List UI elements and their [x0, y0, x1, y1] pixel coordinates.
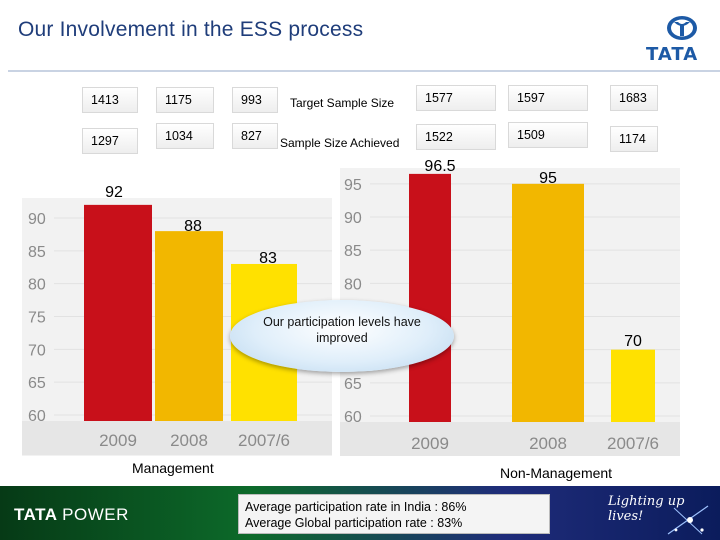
tata-logo-icon [667, 16, 697, 40]
footer-brand-tata: TATA [14, 505, 57, 524]
average-global: Average Global participation rate : 83% [245, 516, 463, 530]
target-sample-size-label: Target Sample Size [290, 96, 395, 110]
mgmt-y-tick-label: 60 [28, 408, 46, 425]
callout-line-1: Our participation levels have [263, 315, 421, 329]
mgmt-y-tick-label: 70 [28, 342, 46, 359]
header-divider [8, 70, 720, 72]
page-title: Our Involvement in the ESS process [18, 18, 364, 41]
nonmgmt-target-2007: 1683 [610, 85, 658, 111]
mgmt-target-2008: 1175 [156, 87, 214, 113]
mgmt-category-label: 2009 [99, 431, 137, 450]
sample-size-achieved-label: Sample Size Achieved [280, 136, 400, 150]
mgmt-value-label: 92 [105, 184, 123, 201]
nonmgmt-y-tick-label: 85 [344, 243, 362, 260]
mgmt-bar-2008 [155, 231, 223, 421]
callout-line-2: improved [316, 331, 368, 345]
nonmgmt-y-tick-label: 65 [344, 376, 362, 393]
mgmt-y-tick-label: 90 [28, 211, 46, 228]
mgmt-y-tick-label: 65 [28, 375, 46, 392]
nonmgmt-value-label: 95 [539, 170, 557, 187]
nonmgmt-category-label: 2009 [411, 434, 449, 453]
nonmgmt-y-tick-label: 80 [344, 276, 362, 293]
sparkle-icon [667, 505, 709, 535]
average-india: Average participation rate in India : 86… [245, 500, 467, 514]
mgmt-y-tick-label: 85 [28, 244, 46, 261]
footer-brand-power: POWER [62, 505, 129, 524]
mgmt-y-tick-label: 75 [28, 310, 46, 327]
nonmgmt-y-tick-label: 90 [344, 210, 362, 227]
mgmt-value-label: 83 [259, 250, 277, 267]
mgmt-achieved-2009: 1297 [82, 128, 138, 154]
mgmt-value-label: 88 [184, 218, 202, 235]
nonmgmt-value-label: 96.5 [424, 158, 455, 175]
nonmgmt-achieved-2007: 1174 [610, 126, 658, 152]
footer-tagline: Lighting up lives! [608, 494, 685, 524]
nonmgmt-category-label: 2008 [529, 434, 567, 453]
non-management-group-label: Non-Management [500, 465, 613, 481]
mgmt-category-label: 2007/6 [238, 431, 290, 450]
nonmgmt-y-tick-label: 60 [344, 409, 362, 426]
mgmt-target-2009: 1413 [82, 87, 138, 113]
nonmgmt-target-2009: 1577 [416, 85, 496, 111]
mgmt-target-2007: 993 [232, 87, 278, 113]
average-participation-box: Average participation rate in India : 86… [238, 494, 550, 534]
nonmgmt-value-label: 70 [624, 333, 642, 350]
mgmt-category-band [22, 421, 332, 455]
nonmgmt-bar-2009 [409, 173, 451, 422]
mgmt-y-tick-label: 80 [28, 277, 46, 294]
nonmgmt-achieved-2008: 1509 [508, 122, 588, 148]
mgmt-category-label: 2008 [170, 431, 208, 450]
footer-brand: TATA POWER [14, 505, 129, 525]
logo-wordmark: TATA [646, 44, 699, 65]
nonmgmt-bar-2008 [512, 183, 584, 422]
nonmgmt-category-band [340, 422, 680, 456]
nonmgmt-target-2008: 1597 [508, 85, 588, 111]
nonmgmt-bar-2007/6 [611, 349, 655, 422]
callout-bubble: Our participation levels have improved [230, 300, 454, 372]
mgmt-achieved-2008: 1034 [156, 123, 214, 149]
management-group-label: Management [132, 460, 214, 476]
participation-charts: 60 65 70 75 80 85 90 2009 92 2008 88 2007/6 83 60 65 70… [22, 158, 680, 456]
mgmt-bar-2009 [84, 204, 152, 421]
nonmgmt-y-tick-label: 95 [344, 177, 362, 194]
mgmt-achieved-2007: 827 [232, 123, 278, 149]
nonmgmt-category-label: 2007/6 [607, 434, 659, 453]
nonmgmt-achieved-2009: 1522 [416, 124, 496, 150]
